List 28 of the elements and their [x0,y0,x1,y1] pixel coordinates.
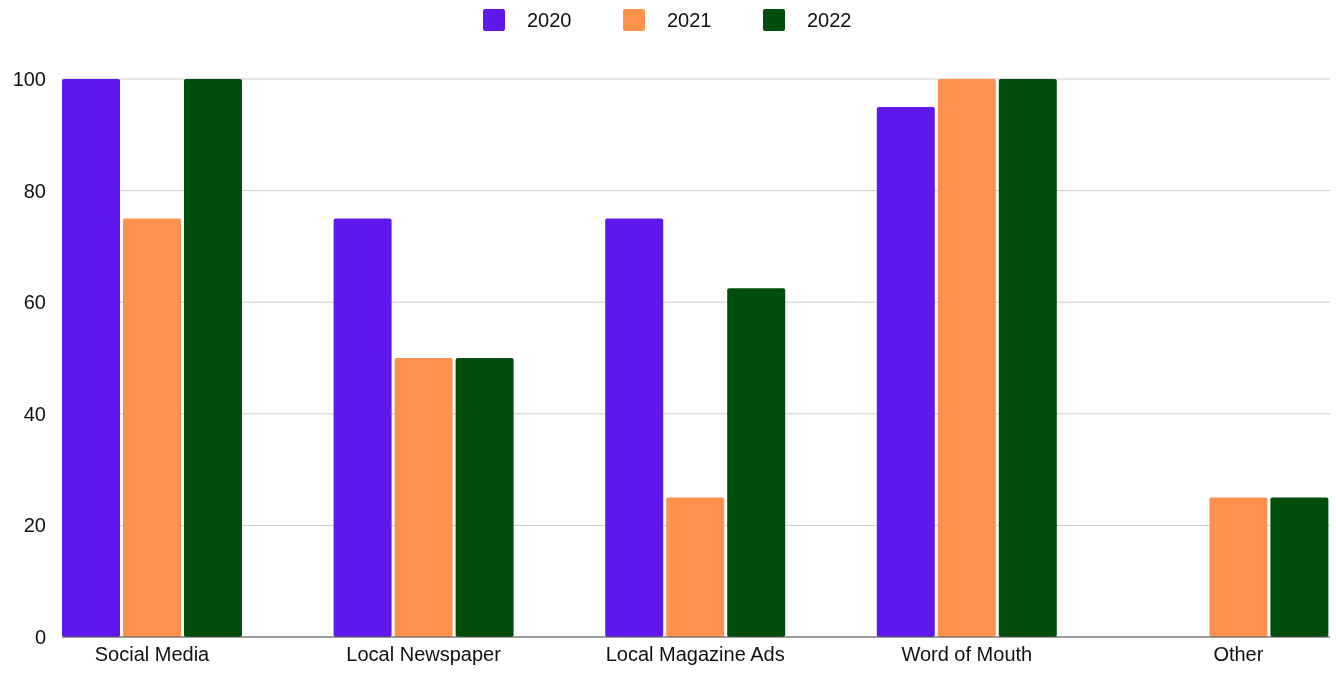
bar [62,79,120,637]
y-tick-label: 60 [23,291,46,314]
bar [1209,497,1268,637]
bar [123,218,181,637]
x-tick-label: Local Newspaper [346,643,502,665]
x-tick-label: Social Media [94,643,211,665]
x-tick-label: Local Magazine Ads [605,643,785,665]
bar [605,218,664,637]
bar [455,358,514,637]
y-tick-label: 20 [23,514,46,537]
y-tick-label: 0 [34,626,46,648]
bar [394,358,453,637]
y-tick-label: 80 [23,179,46,202]
legend-label: 2022 [807,9,852,31]
bar [333,218,392,637]
x-tick-label: Other [1213,643,1264,665]
x-tick-label: Word of Mouth [901,643,1033,665]
bar [876,106,935,637]
bar [998,79,1057,637]
y-tick-label: 100 [12,68,46,90]
legend-label: 2020 [527,9,572,31]
legend-label: 2021 [667,9,712,31]
bar [1270,497,1329,637]
bar [666,497,725,637]
y-tick-label: 40 [23,402,46,425]
bar [184,79,242,637]
bar [727,288,786,637]
bar [937,79,996,637]
